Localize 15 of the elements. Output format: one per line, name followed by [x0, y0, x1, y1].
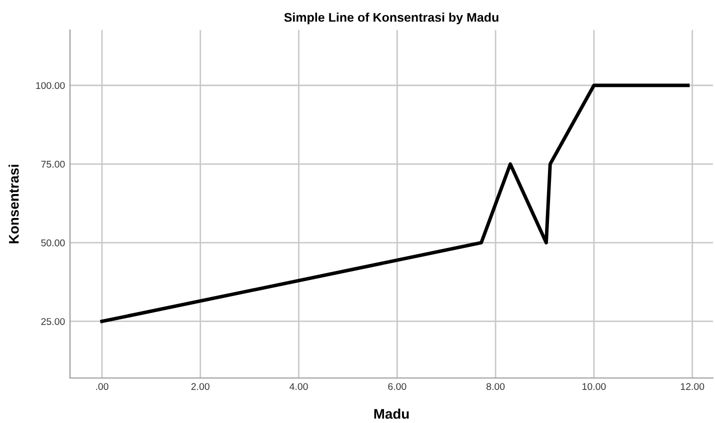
x-tick-label: 10.00	[582, 383, 606, 390]
y-tick-label: 25.00	[41, 318, 65, 325]
x-tick-label: .00	[96, 383, 108, 390]
x-tick-label: 8.00	[486, 383, 505, 390]
y-tick-label: 100.00	[36, 82, 65, 89]
x-tick-label: 2.00	[191, 383, 210, 390]
line-series	[100, 84, 690, 324]
x-axis-title: Madu	[374, 408, 409, 419]
x-tick-label: 12.00	[680, 383, 704, 390]
y-tick-label: 75.00	[41, 160, 65, 168]
chart-title: Simple Line of Konsentrasi by Madu	[284, 12, 498, 24]
x-tick-label: 4.00	[290, 383, 308, 390]
x-tick-label: 6.00	[388, 383, 406, 390]
y-axis-title: Konsentrasi	[8, 164, 19, 244]
y-tick-label: 50.00	[41, 239, 65, 246]
